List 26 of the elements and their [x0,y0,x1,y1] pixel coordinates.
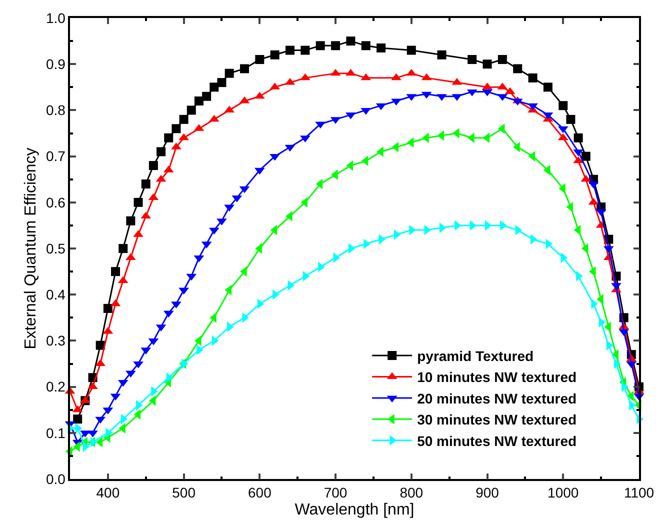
x-axis-title: Wavelength [nm] [294,502,414,519]
y-tick-label: 0.3 [46,332,66,349]
x-tick-label: 600 [248,484,272,501]
x-tick-label: 800 [400,484,424,501]
legend-label: 10 minutes NW textured [417,369,577,386]
y-tick-label: 0.6 [46,194,66,210]
y-tick-label: 1.0 [46,10,66,26]
legend-label: 30 minutes NW textured [417,412,577,428]
y-tick-label: 0.5 [46,240,66,256]
x-tick-label: 400 [96,484,120,501]
x-tick-label: 500 [172,484,196,501]
y-tick-label: 0.7 [46,148,66,164]
legend-label: 50 minutes NW textured [417,432,577,449]
legend-label: pyramid Textured [417,348,534,364]
y-tick-label: 0.0 [46,470,66,487]
y-tick-label: 0.8 [46,102,66,118]
y-tick-label: 0.9 [46,56,66,72]
x-tick-label: 900 [476,484,500,501]
legend-label: 20 minutes NW textured [417,390,577,406]
y-axis-title: External Quantum Efficiency [22,148,40,350]
y-tick-label: 0.4 [46,286,66,302]
x-tick-label: 700 [324,484,348,501]
y-tick-label: 0.1 [46,424,66,441]
y-tick-label: 0.2 [46,378,66,395]
x-tick-label: 1100 [624,484,654,501]
x-tick-label: 1000 [548,484,579,501]
